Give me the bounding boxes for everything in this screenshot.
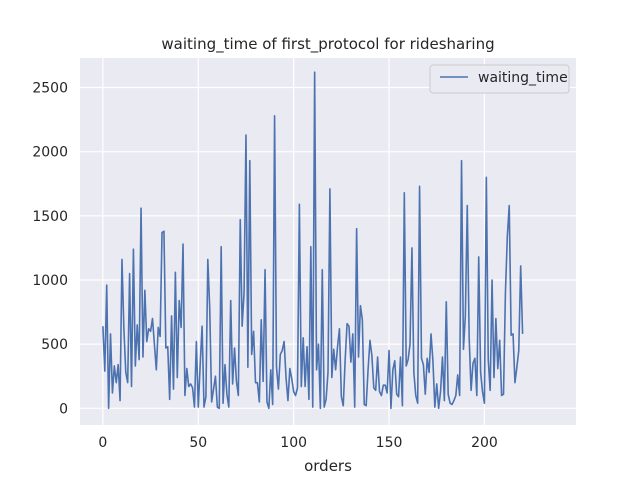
x-tick-label: 0 [98,435,107,451]
chart-title: waiting_time of first_protocol for rides… [161,35,494,54]
series-line-waiting-time [102,71,524,410]
legend-label: waiting_time [478,70,568,86]
x-tick-label: 200 [471,435,498,451]
x-axis-title: orders [304,457,352,475]
y-tick-label: 1500 [32,209,68,225]
y-tick-label: 0 [59,401,68,417]
x-tick-label: 50 [189,435,207,451]
x-tick-label: 100 [280,435,307,451]
x-tick-labels: 0 50 100 150 200 [98,435,497,451]
y-tick-label: 500 [41,337,68,353]
x-tick-label: 150 [376,435,403,451]
legend-box [429,64,570,94]
y-tick-label: 2000 [32,145,68,161]
series-lines [102,71,524,410]
y-tick-labels: 0 500 1000 1500 2000 2500 [32,81,68,418]
y-tick-label: 1000 [32,273,68,289]
y-tick-label: 2500 [32,81,68,97]
legend: waiting_time [429,64,570,94]
